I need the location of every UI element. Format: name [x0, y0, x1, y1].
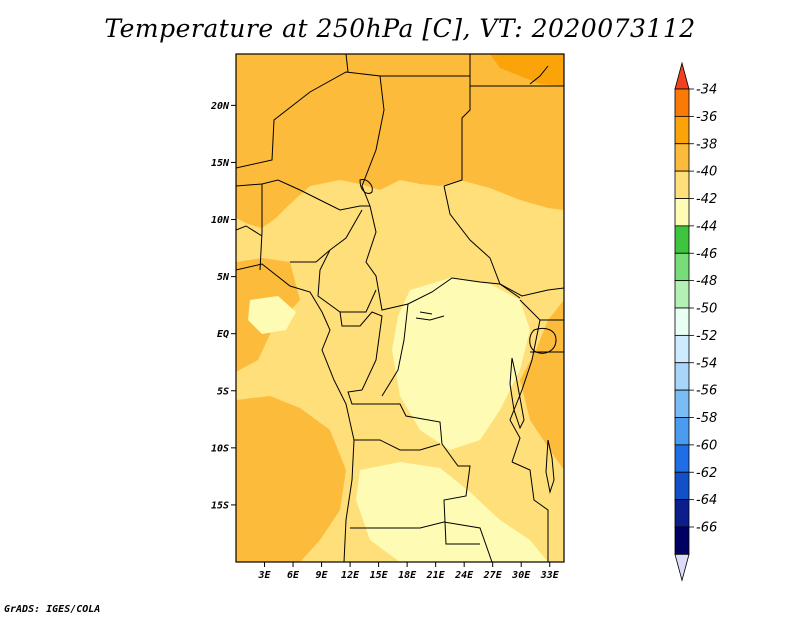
- lon-tick-label: 3E: [257, 570, 271, 581]
- field-northeast-hot: [490, 54, 564, 86]
- border-north-central: [345, 54, 471, 187]
- border-west-africa: [236, 179, 370, 211]
- lon-tick-label: 27E: [483, 570, 503, 581]
- colorbar-top-triangle: [674, 61, 690, 90]
- lon-tick-label: 30E: [511, 570, 531, 581]
- lat-tick-label: 10S: [211, 443, 229, 454]
- red-sea-coast: [529, 65, 549, 85]
- colorbar-box: [674, 198, 690, 227]
- border-northeast: [469, 54, 564, 87]
- field-east-warm: [520, 300, 564, 470]
- borders: [236, 54, 564, 562]
- colorbar-label: -58: [696, 411, 717, 426]
- coastline-west: [236, 263, 355, 562]
- colorbar-label: -48: [696, 274, 717, 289]
- lon-tick-label: 21E: [426, 570, 446, 581]
- colorbar-label: -60: [696, 438, 717, 453]
- colorbar-bottom-triangle: [674, 553, 690, 582]
- colorbar-label: -34: [696, 83, 717, 98]
- colorbar: -34 -36 -38 -40 -42 -44 -46 -48 -50 -52 -54 -56 -58 -…: [674, 61, 717, 582]
- border-angola-zambia: [354, 439, 441, 451]
- lat-tick-label: 15S: [211, 500, 229, 511]
- lon-tick-label: 9E: [316, 570, 329, 581]
- longitude-axis: 3E 6E 9E 12E 15E 18E 21E 24E 27E 30E 33E: [257, 562, 560, 581]
- colorbar-label: -46: [696, 247, 717, 262]
- temperature-field: [236, 54, 564, 562]
- colorbar-box: [674, 170, 690, 199]
- colorbar-label: -56: [696, 384, 717, 399]
- lat-tick-label: 20N: [210, 101, 230, 112]
- border-congo: [339, 311, 383, 391]
- chart-title: Temperature at 250hPa [C], VT: 202007311…: [104, 14, 696, 43]
- colorbar-label: -50: [696, 302, 717, 317]
- field-west-cool: [248, 296, 296, 334]
- colorbar-box: [674, 499, 690, 528]
- colorbar-label: -62: [696, 466, 717, 481]
- colorbar-box: [674, 444, 690, 473]
- colorbar-box: [674, 417, 690, 446]
- colorbar-box: [674, 280, 690, 309]
- border-northwest: [236, 71, 385, 207]
- colorbar-box: [674, 526, 690, 555]
- lat-tick-label: 5S: [217, 386, 229, 397]
- lake-chad: [359, 179, 373, 194]
- lat-tick-label: 5N: [217, 272, 230, 283]
- coast-gulf: [236, 225, 263, 237]
- border-mozambique: [511, 461, 549, 562]
- field-central-cool: [392, 278, 530, 450]
- lon-tick-label: 6E: [287, 570, 300, 581]
- footer-credit: GrADS: IGES/COLA: [4, 604, 101, 615]
- field-southwest-warm: [236, 396, 346, 562]
- colorbar-box: [674, 334, 690, 364]
- colorbar-label: -42: [696, 192, 717, 207]
- lon-tick-label: 12E: [341, 570, 360, 581]
- lake-tanganyika: [509, 357, 525, 430]
- colorbar-label: -64: [696, 493, 717, 508]
- border-cameroon: [317, 249, 377, 313]
- latitude-axis: 20N 15N 10N 5N EQ 5S 10S 15S: [210, 101, 236, 511]
- colorbar-label: -54: [696, 356, 717, 371]
- colorbar-box: [674, 471, 690, 501]
- river-congo: [415, 311, 445, 321]
- lon-tick-label: 15E: [370, 570, 389, 581]
- colorbar-box: [674, 115, 690, 145]
- field-north-warm: [236, 54, 564, 228]
- colorbar-label: -66: [696, 521, 717, 536]
- colorbar-box: [674, 252, 690, 282]
- colorbar-box: [674, 225, 690, 254]
- border-drc-west: [347, 389, 480, 545]
- lat-tick-label: 10N: [211, 215, 230, 226]
- field-south-cool: [356, 462, 548, 562]
- colorbar-label: -44: [696, 219, 717, 234]
- colorbar-label: -38: [696, 137, 717, 152]
- map-frame: [235, 53, 565, 563]
- colorbar-box: [674, 389, 690, 418]
- colorbar-box: [674, 362, 690, 391]
- lon-tick-label: 24E: [454, 570, 474, 581]
- lon-tick-label: 33E: [540, 570, 560, 581]
- colorbar-label: -52: [696, 329, 717, 344]
- lake-malawi: [545, 439, 555, 494]
- colorbar-label: -40: [696, 165, 717, 180]
- colorbar-label: -36: [696, 110, 717, 125]
- lake-victoria: [529, 327, 557, 354]
- lon-tick-label: 18E: [398, 570, 417, 581]
- colorbar-box: [674, 143, 690, 172]
- border-car: [365, 205, 501, 311]
- lat-tick-label: 15N: [211, 158, 230, 169]
- lat-tick-label: EQ: [217, 329, 229, 340]
- colorbar-box: [674, 88, 690, 117]
- colorbar-box: [674, 307, 690, 336]
- border-namibia: [350, 521, 493, 562]
